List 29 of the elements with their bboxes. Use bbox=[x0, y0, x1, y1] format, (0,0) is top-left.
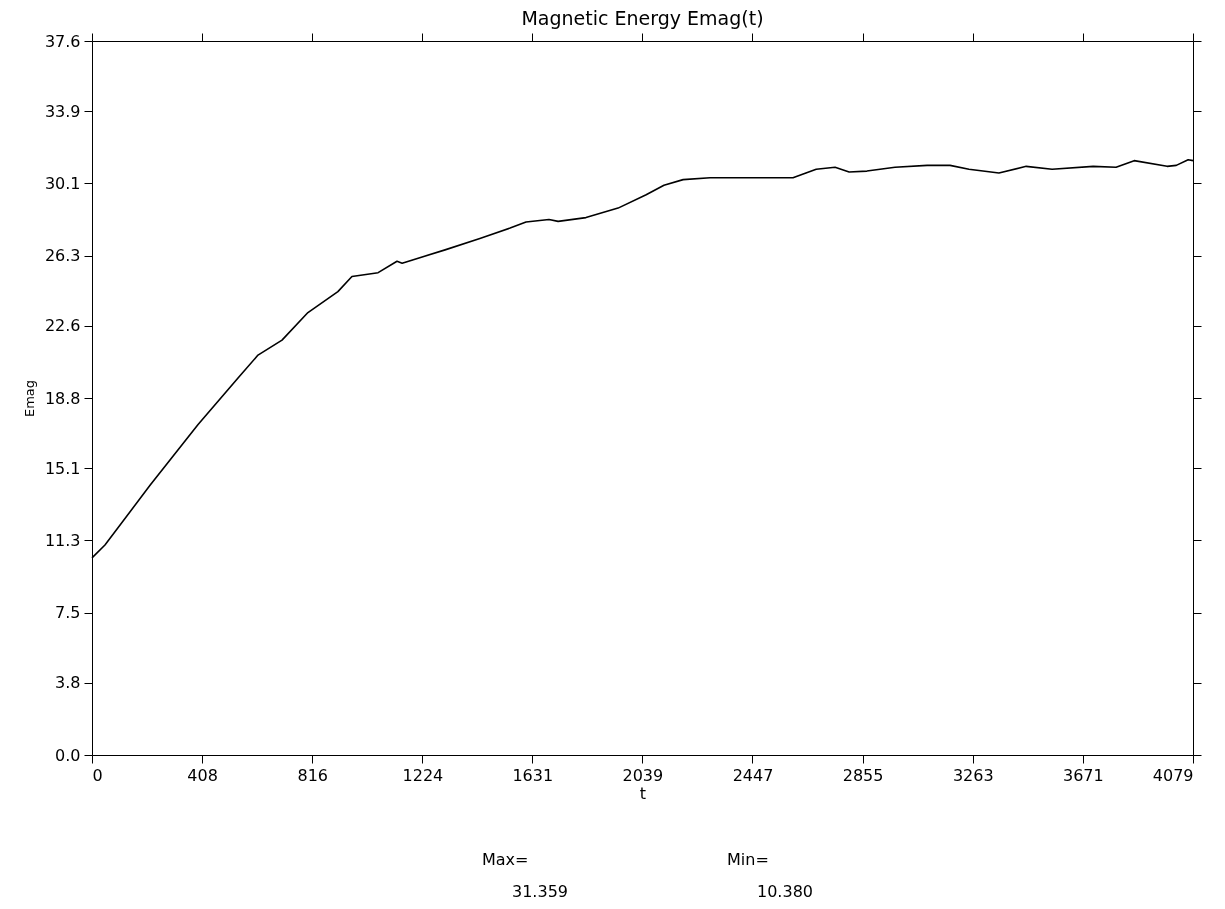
x-axis-title: t bbox=[639, 783, 647, 803]
y-tick-label: 22.6 bbox=[44, 316, 81, 336]
y-tick-label: 3.8 bbox=[55, 673, 81, 693]
x-tick-label: 1224 bbox=[402, 765, 444, 785]
chart-title: Magnetic Energy Emag(t) bbox=[521, 6, 764, 29]
y-tick-label: 11.3 bbox=[44, 530, 81, 550]
y-tick-label: 0.0 bbox=[55, 745, 81, 765]
x-tick-label: 2039 bbox=[622, 765, 664, 785]
x-tick-label: 2855 bbox=[842, 765, 884, 785]
y-axis-title: Emag bbox=[21, 379, 37, 418]
text: 31.359 bbox=[512, 882, 568, 901]
y-tick-label: 7.5 bbox=[55, 603, 81, 623]
y-tick-label: 30.1 bbox=[44, 173, 81, 193]
text: 10.380 bbox=[757, 882, 813, 901]
x-tick-label: 2447 bbox=[732, 765, 774, 785]
x-tick-label: 0 bbox=[92, 765, 103, 785]
text: Min= bbox=[727, 850, 769, 869]
y-tick-label: 26.3 bbox=[44, 246, 81, 266]
x-tick-label: 1631 bbox=[512, 765, 554, 785]
y-tick-label: 33.9 bbox=[44, 101, 81, 121]
text: Max= bbox=[482, 850, 529, 869]
x-tick-label: 3671 bbox=[1063, 765, 1104, 785]
x-tick-label: 816 bbox=[297, 765, 329, 785]
x-tick-label: 408 bbox=[187, 765, 218, 785]
y-tick-label: 15.1 bbox=[44, 458, 81, 478]
y-tick-label: 37.6 bbox=[44, 31, 81, 51]
y-tick-label: 18.8 bbox=[44, 388, 81, 408]
x-tick-label: 3263 bbox=[952, 765, 994, 785]
x-tick-label: 4079 bbox=[1152, 765, 1194, 785]
